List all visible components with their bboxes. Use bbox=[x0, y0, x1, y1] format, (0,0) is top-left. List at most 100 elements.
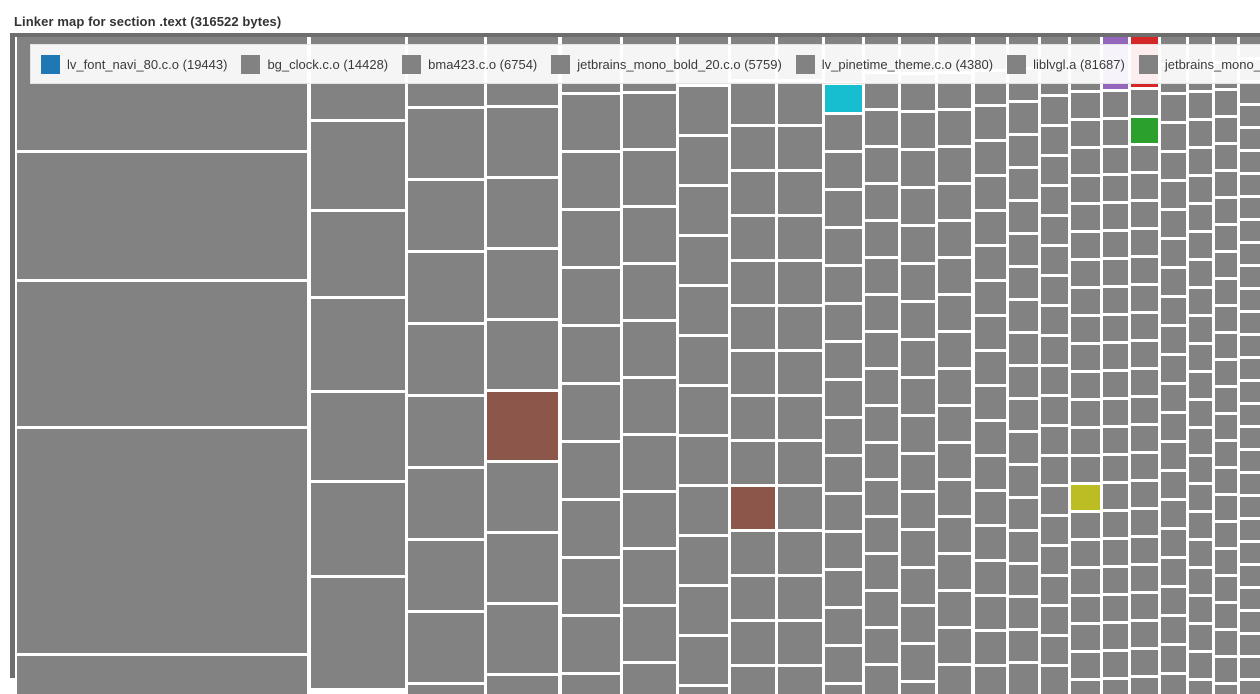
treemap-cell[interactable] bbox=[487, 605, 558, 673]
treemap-cell[interactable] bbox=[1131, 286, 1158, 311]
treemap-cell[interactable] bbox=[901, 607, 935, 642]
treemap-cell[interactable] bbox=[1189, 541, 1212, 566]
treemap-cell[interactable] bbox=[778, 262, 822, 304]
treemap-cell[interactable] bbox=[17, 656, 307, 694]
treemap-cell[interactable] bbox=[1189, 401, 1212, 426]
treemap-cell[interactable] bbox=[975, 317, 1006, 349]
treemap-cell[interactable] bbox=[487, 676, 558, 694]
treemap-cell[interactable] bbox=[1215, 361, 1237, 385]
treemap-cell[interactable] bbox=[1103, 596, 1128, 621]
treemap-cell[interactable] bbox=[825, 305, 862, 340]
treemap-cell[interactable] bbox=[975, 177, 1006, 209]
treemap-cell[interactable] bbox=[1103, 316, 1128, 341]
treemap-cell[interactable] bbox=[975, 667, 1006, 694]
treemap-cell[interactable] bbox=[778, 487, 822, 529]
treemap-cell[interactable] bbox=[825, 533, 862, 568]
treemap-cell[interactable] bbox=[1240, 336, 1260, 356]
treemap-cell[interactable] bbox=[623, 265, 676, 319]
treemap-cell[interactable] bbox=[975, 527, 1006, 559]
treemap-cell[interactable] bbox=[1215, 604, 1237, 628]
treemap-cell[interactable] bbox=[1131, 622, 1158, 647]
treemap-cell[interactable] bbox=[731, 172, 775, 214]
treemap-cell-green[interactable] bbox=[1131, 118, 1158, 143]
treemap-cell[interactable] bbox=[562, 443, 620, 498]
treemap-cell[interactable] bbox=[1189, 513, 1212, 538]
treemap-cell[interactable] bbox=[731, 217, 775, 259]
treemap-cell[interactable] bbox=[1240, 681, 1260, 694]
treemap-cell[interactable] bbox=[975, 597, 1006, 629]
treemap-cell[interactable] bbox=[865, 222, 898, 256]
treemap-cell[interactable] bbox=[1131, 398, 1158, 423]
treemap-cell[interactable] bbox=[562, 385, 620, 440]
treemap-cell[interactable] bbox=[938, 333, 971, 367]
treemap-cell[interactable] bbox=[679, 237, 728, 284]
treemap-cell[interactable] bbox=[1240, 428, 1260, 448]
treemap-cell[interactable] bbox=[1071, 177, 1100, 202]
treemap-cell[interactable] bbox=[1215, 388, 1237, 412]
treemap-cell[interactable] bbox=[17, 282, 307, 426]
treemap-cell[interactable] bbox=[825, 647, 862, 682]
treemap-cell[interactable] bbox=[865, 518, 898, 552]
treemap-cell[interactable] bbox=[408, 613, 484, 682]
treemap-cell[interactable] bbox=[1071, 289, 1100, 314]
treemap-cell[interactable] bbox=[1041, 637, 1068, 664]
treemap-cell[interactable] bbox=[975, 352, 1006, 384]
treemap-cell[interactable] bbox=[731, 577, 775, 619]
treemap-cell[interactable] bbox=[975, 142, 1006, 174]
treemap-cell[interactable] bbox=[1161, 501, 1186, 527]
treemap-cell[interactable] bbox=[1041, 217, 1068, 244]
treemap-cell[interactable] bbox=[679, 487, 728, 534]
treemap-cell[interactable] bbox=[1103, 204, 1128, 229]
treemap-cell[interactable] bbox=[1071, 569, 1100, 594]
treemap-cell[interactable] bbox=[938, 629, 971, 663]
treemap-cell[interactable] bbox=[825, 267, 862, 302]
treemap-cell[interactable] bbox=[938, 666, 971, 694]
treemap-cell[interactable] bbox=[825, 457, 862, 492]
treemap-cell[interactable] bbox=[1071, 597, 1100, 622]
treemap-cell[interactable] bbox=[1009, 169, 1038, 199]
treemap-cell[interactable] bbox=[1161, 472, 1186, 498]
treemap-cell[interactable] bbox=[408, 541, 484, 610]
treemap-cell[interactable] bbox=[1161, 298, 1186, 324]
treemap-cell[interactable] bbox=[731, 262, 775, 304]
treemap-cell[interactable] bbox=[408, 685, 484, 694]
treemap-cell[interactable] bbox=[1071, 541, 1100, 566]
treemap-cell[interactable] bbox=[975, 632, 1006, 664]
treemap-cell[interactable] bbox=[938, 518, 971, 552]
treemap-cell-cyan[interactable] bbox=[825, 85, 862, 112]
treemap-cell[interactable] bbox=[865, 407, 898, 441]
treemap-cell[interactable] bbox=[17, 153, 307, 279]
treemap-cell[interactable] bbox=[408, 253, 484, 322]
treemap-cell[interactable] bbox=[1009, 202, 1038, 232]
treemap-cell[interactable] bbox=[408, 325, 484, 394]
treemap-cell[interactable] bbox=[1189, 149, 1212, 174]
treemap-cell[interactable] bbox=[1240, 129, 1260, 149]
treemap-cell[interactable] bbox=[825, 229, 862, 264]
treemap-cell[interactable] bbox=[487, 179, 558, 247]
treemap-cell[interactable] bbox=[825, 381, 862, 416]
treemap-cell[interactable] bbox=[865, 370, 898, 404]
treemap-cell[interactable] bbox=[825, 153, 862, 188]
treemap-cell[interactable] bbox=[1215, 577, 1237, 601]
treemap-cell[interactable] bbox=[825, 571, 862, 606]
treemap-cell[interactable] bbox=[1071, 317, 1100, 342]
treemap-cell[interactable] bbox=[1161, 327, 1186, 353]
treemap-cell[interactable] bbox=[1103, 372, 1128, 397]
treemap-cell[interactable] bbox=[1103, 484, 1128, 509]
treemap-cell[interactable] bbox=[1215, 469, 1237, 493]
treemap-cell[interactable] bbox=[975, 387, 1006, 419]
treemap-cell[interactable] bbox=[1240, 474, 1260, 494]
treemap-cell[interactable] bbox=[1041, 397, 1068, 424]
treemap-cell[interactable] bbox=[901, 265, 935, 300]
treemap-cell[interactable] bbox=[1240, 405, 1260, 425]
treemap-cell[interactable] bbox=[778, 127, 822, 169]
treemap-cell[interactable] bbox=[562, 211, 620, 266]
treemap-cell[interactable] bbox=[1215, 496, 1237, 520]
treemap-cell[interactable] bbox=[1215, 172, 1237, 196]
treemap-cell[interactable] bbox=[311, 212, 405, 296]
treemap-cell[interactable] bbox=[1131, 482, 1158, 507]
treemap-cell[interactable] bbox=[311, 122, 405, 209]
treemap-cell[interactable] bbox=[408, 397, 484, 466]
treemap-cell[interactable] bbox=[1103, 568, 1128, 593]
treemap-cell[interactable] bbox=[938, 370, 971, 404]
